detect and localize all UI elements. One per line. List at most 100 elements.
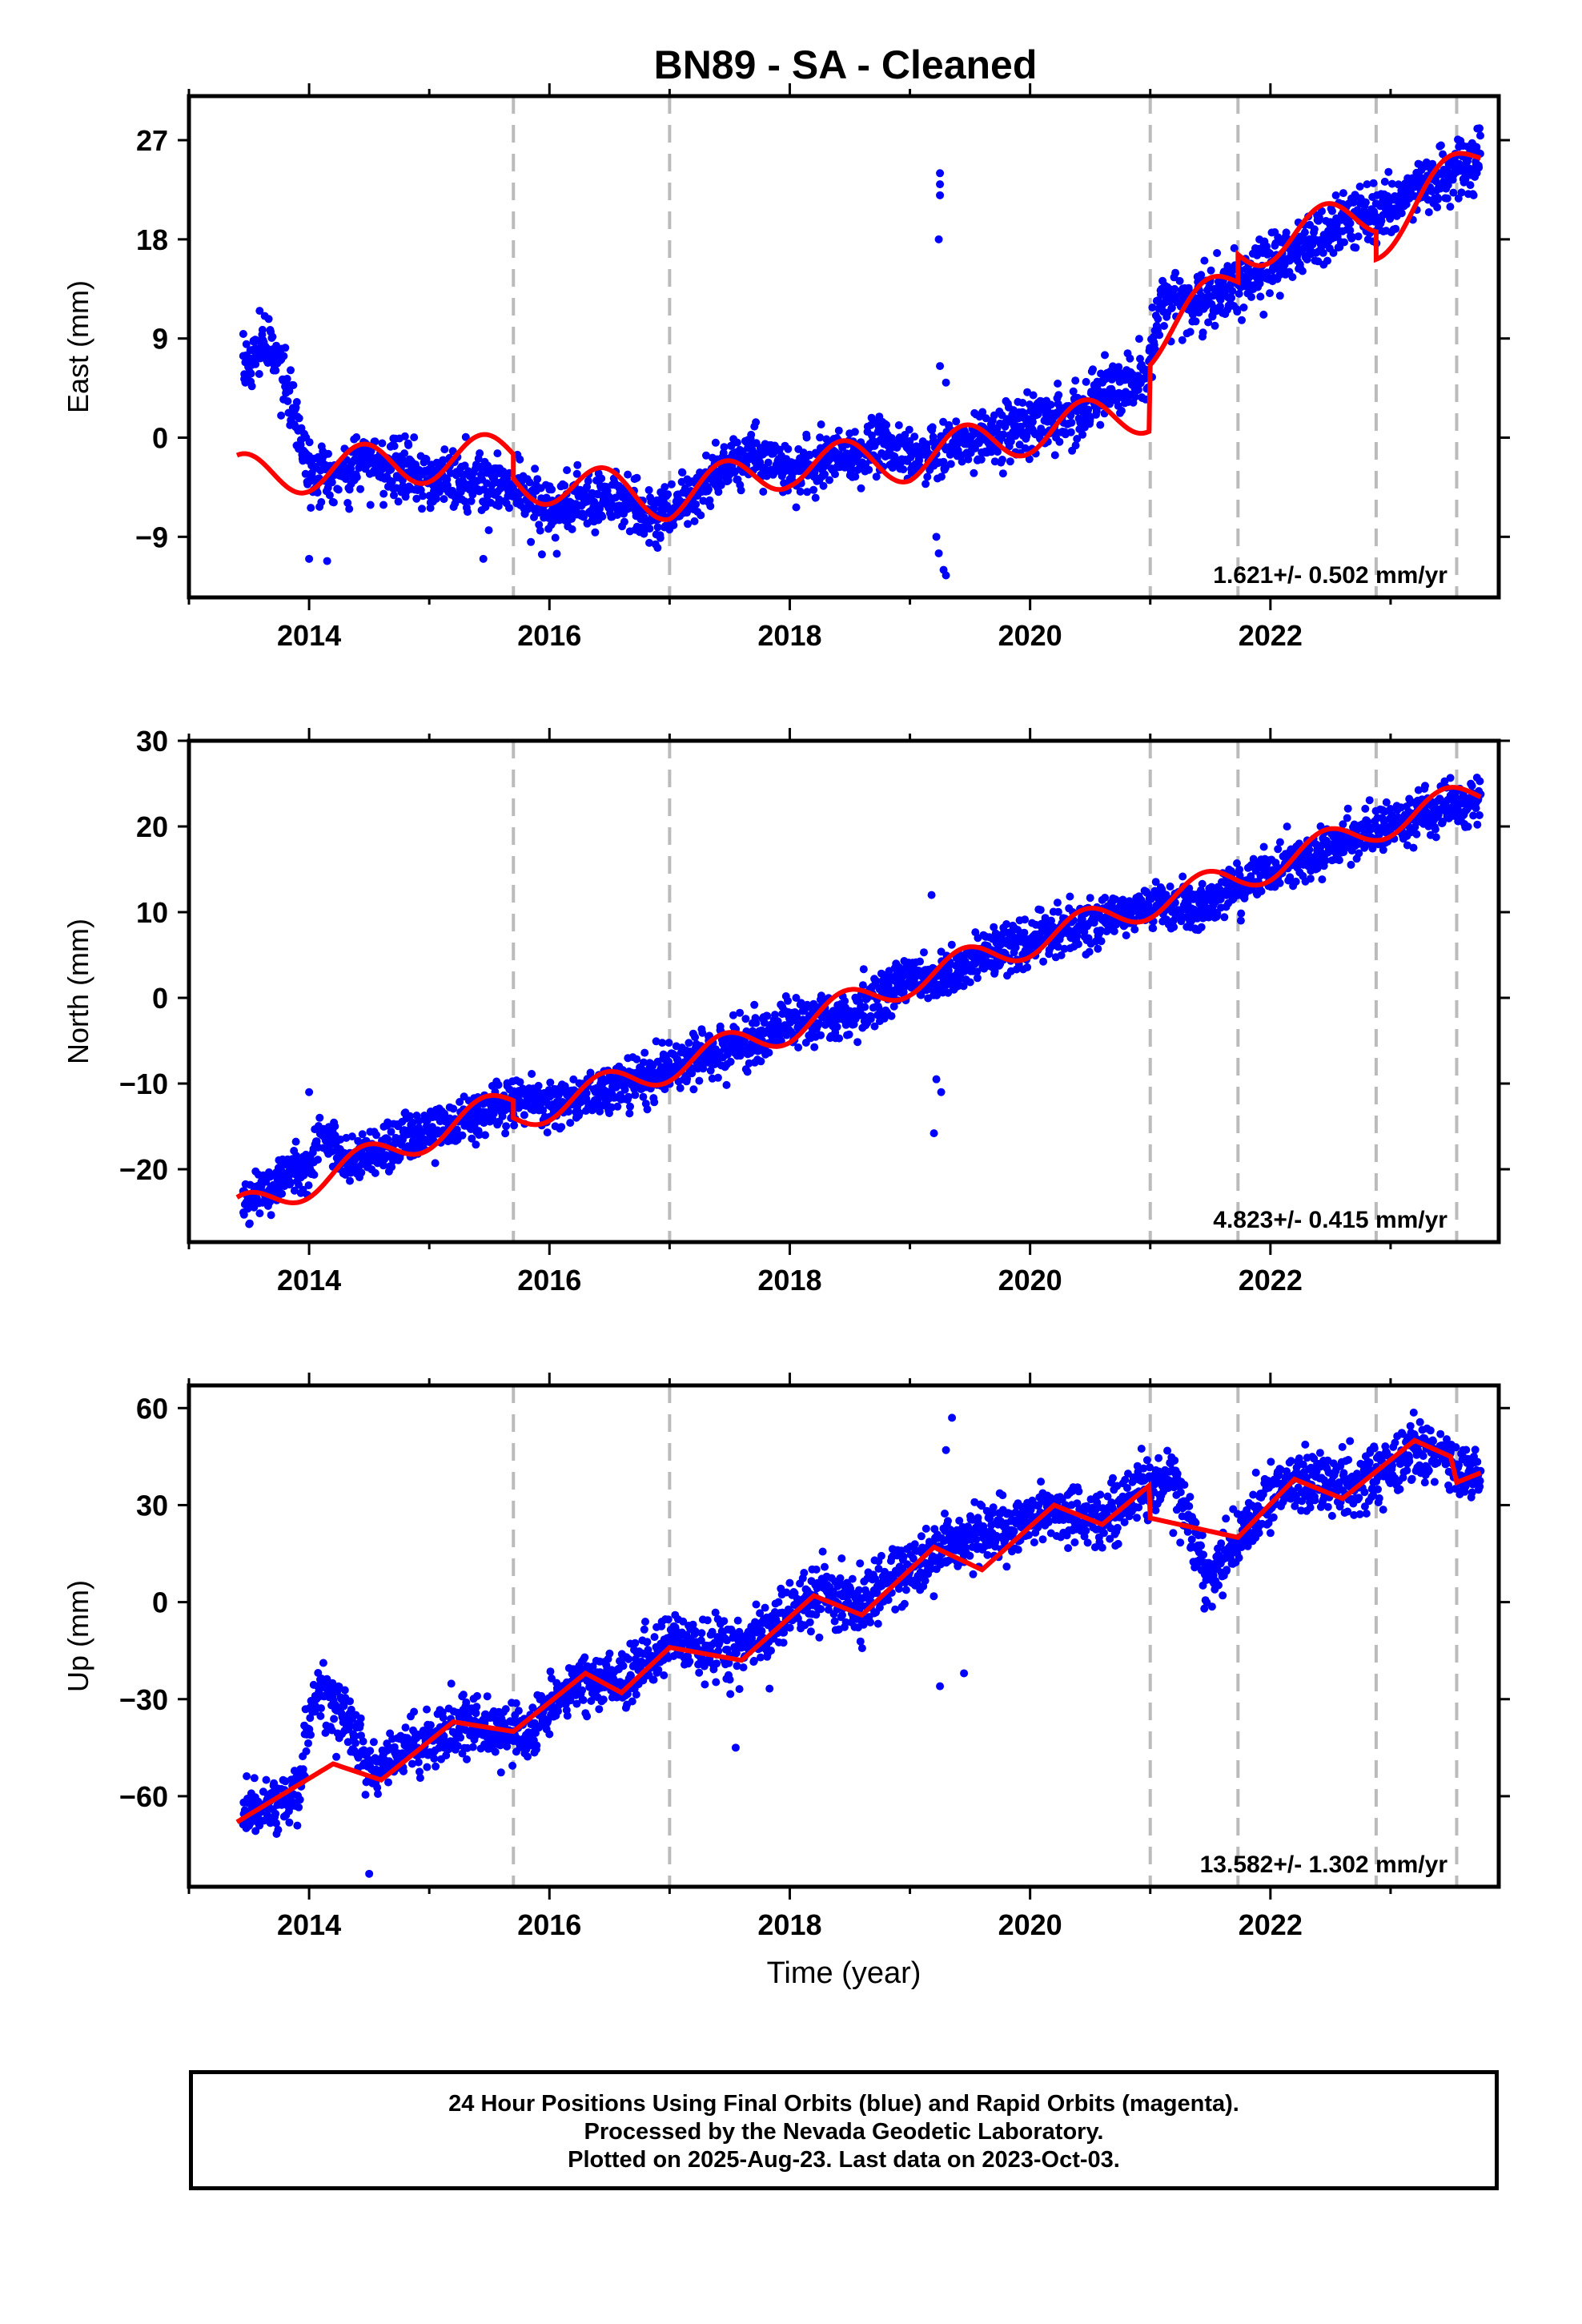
observation-point (1351, 243, 1360, 252)
observation-point (1387, 179, 1396, 188)
observation-point (1331, 191, 1340, 199)
observation-point (990, 967, 999, 975)
observation-point (691, 1033, 700, 1042)
observation-point (1117, 406, 1126, 415)
y-tick-label: −20 (119, 1153, 168, 1186)
observation-point (1472, 804, 1480, 813)
y-tick-label: 18 (136, 223, 168, 256)
observation-point (1247, 292, 1255, 301)
outlier-point (323, 557, 331, 565)
observation-point (1306, 875, 1315, 883)
observation-point (645, 538, 653, 547)
observation-point (460, 497, 469, 506)
observation-point (1421, 782, 1429, 790)
observation-point (685, 1039, 693, 1047)
observation-point (624, 470, 632, 479)
observation-point (387, 1163, 396, 1172)
observation-point (1475, 811, 1484, 819)
observation-point (394, 497, 403, 506)
observation-point (560, 481, 569, 490)
observation-point (1096, 926, 1105, 935)
observation-point (872, 472, 881, 481)
observation-point (464, 508, 472, 517)
observation-point (1247, 872, 1255, 881)
observation-point (998, 930, 1006, 939)
observation-point (696, 468, 705, 476)
chart-title: BN89 - SA - Cleaned (654, 42, 1038, 87)
x-tick-label: 2020 (998, 619, 1062, 652)
observation-point (1025, 455, 1034, 464)
observation-point (697, 511, 705, 520)
observation-point (290, 1186, 299, 1195)
observation-point (733, 438, 741, 447)
observation-point (537, 550, 546, 559)
observation-point (1166, 297, 1174, 306)
observation-point (1097, 937, 1106, 946)
observation-point (711, 438, 720, 447)
observation-point (835, 1034, 844, 1043)
observation-point (431, 1159, 440, 1168)
observation-point (998, 456, 1006, 464)
observation-point (404, 440, 413, 449)
observation-point (1126, 354, 1134, 363)
observation-point (255, 370, 263, 378)
observation-point (1235, 865, 1244, 874)
observation-point (1023, 963, 1032, 971)
observation-point (1178, 336, 1186, 344)
observation-point (346, 1176, 354, 1185)
observation-point (400, 449, 409, 458)
observation-point (1391, 224, 1400, 233)
observation-point (1191, 317, 1200, 326)
observation-point (371, 437, 379, 446)
observation-point (937, 432, 946, 440)
outlier-point (936, 169, 945, 178)
observation-point (528, 1070, 536, 1078)
observation-point (1436, 141, 1445, 150)
observation-point (291, 1137, 300, 1146)
observation-point (1071, 441, 1080, 450)
outlier-point (653, 544, 662, 553)
observation-point (1039, 957, 1048, 966)
observation-point (632, 1055, 641, 1063)
observation-point (720, 443, 729, 452)
observation-point (295, 414, 303, 423)
observation-point (1006, 457, 1014, 466)
observation-point (821, 470, 829, 479)
observation-point (327, 478, 336, 487)
observation-point (683, 1075, 692, 1084)
observation-point (543, 1128, 552, 1137)
observation-point (899, 465, 908, 474)
observation-point (866, 1015, 875, 1023)
observation-point (1211, 321, 1219, 330)
observation-point (573, 460, 582, 469)
observation-point (1397, 209, 1406, 218)
observation-point (572, 469, 581, 478)
observation-point (1319, 248, 1327, 257)
observation-point (1275, 838, 1284, 846)
observation-point (258, 325, 267, 334)
observation-point (1055, 437, 1064, 446)
observation-point (613, 1102, 622, 1111)
observation-point (1114, 363, 1123, 372)
observation-point (851, 472, 860, 481)
observation-point (1256, 292, 1265, 301)
observation-point (1089, 365, 1097, 374)
observation-point (861, 1003, 869, 1011)
observation-point (484, 526, 493, 535)
observation-point (645, 525, 654, 533)
observation-point (1097, 369, 1105, 378)
observation-point (695, 1076, 704, 1085)
observation-point (1167, 304, 1176, 312)
observation-point (1227, 293, 1236, 302)
observation-point (991, 929, 1000, 938)
observation-point (1021, 915, 1030, 924)
observation-point (379, 501, 387, 509)
observation-point (534, 1081, 543, 1090)
observation-point (658, 1039, 667, 1047)
outlier-point (479, 554, 488, 563)
observation-point (1446, 203, 1455, 211)
observation-point (1468, 782, 1476, 790)
observation-point (255, 307, 264, 316)
observation-point (245, 1219, 254, 1228)
